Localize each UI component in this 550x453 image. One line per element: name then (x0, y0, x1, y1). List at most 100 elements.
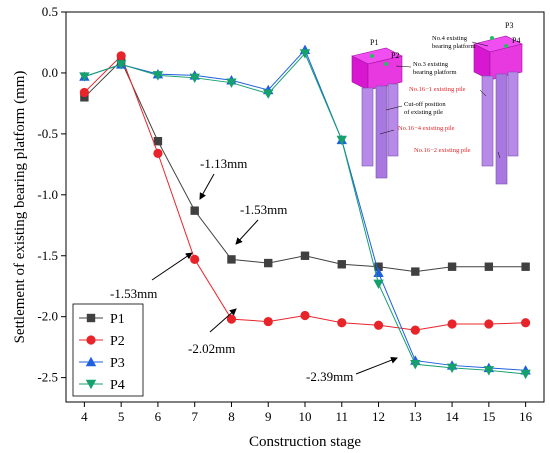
inset-p2-marker (384, 62, 388, 66)
inset-p3-marker (490, 36, 494, 40)
series-p1 (80, 56, 530, 276)
x-tick-label: 15 (482, 409, 495, 424)
left-piles (361, 83, 399, 179)
y-tick-label: -2.5 (37, 370, 58, 385)
inset-label-no3-line1: No.3 existing (413, 61, 449, 68)
inset-leader-lines (379, 41, 501, 159)
series-line-p4 (84, 52, 526, 375)
data-point-p1 (300, 251, 310, 260)
annotation-label: -1.13mm (200, 156, 247, 171)
inset-label-p3: P3 (505, 21, 513, 30)
annotation-arrow (151, 252, 193, 281)
x-tick-label: 6 (155, 409, 162, 424)
x-tick-label: 13 (409, 409, 422, 424)
series-p4 (79, 49, 531, 380)
x-tick-label: 8 (228, 409, 235, 424)
inset-label-cutoff-line1: Cut-off position (404, 101, 446, 108)
data-point-p2 (116, 51, 126, 61)
x-tick-label: 16 (519, 409, 533, 424)
y-tick-label: -0.5 (37, 126, 58, 141)
annotation-arrow (235, 219, 259, 245)
inset-label-p4: P4 (512, 36, 520, 45)
data-point-p1 (153, 136, 163, 146)
inset-label-pile-16-2: No.16−2 existing pile (414, 147, 471, 154)
inset-label-no3-line2: bearing platform (413, 69, 457, 76)
right-bearing-platform (473, 35, 523, 81)
data-point-p1 (521, 262, 530, 271)
annotation-arrow (209, 308, 237, 333)
data-point-p4 (263, 89, 274, 99)
data-point-p4 (189, 73, 200, 84)
inset-label-pile-16-1: No.16−1 existing pile (409, 86, 466, 93)
data-point-p4 (410, 360, 421, 370)
data-point-p4 (79, 72, 90, 82)
inset-label-pile-16-4: No.16−4 existing pile (398, 125, 455, 132)
x-axis-title: Construction stage (249, 434, 361, 450)
data-point-p2 (521, 318, 531, 328)
legend-box (72, 303, 144, 397)
legend: P1 P2 P3 P4 (72, 303, 144, 397)
inset-label-p2: P2 (391, 51, 399, 60)
data-point-p4 (299, 49, 311, 59)
data-point-p1 (484, 262, 494, 271)
inset-label-no4-line1: No.4 existing (432, 35, 468, 42)
x-tick-label: 11 (336, 409, 349, 424)
y-tick-label: -2.0 (37, 309, 58, 324)
data-point-p1 (190, 206, 199, 215)
y-axis-ticks: 0.5 0.0 -0.5 -1.0 -1.5 -2.0 -2.5 (37, 4, 66, 385)
left-bearing-platform (351, 47, 403, 91)
data-point-p2 (484, 319, 494, 329)
x-tick-label: 9 (265, 409, 272, 424)
legend-item-p2: P2 (79, 334, 125, 349)
data-point-p1 (374, 262, 383, 271)
y-tick-label: -1.5 (37, 248, 58, 263)
data-point-p4 (373, 279, 384, 289)
data-point-p4 (483, 366, 495, 376)
data-point-p2 (373, 320, 384, 330)
inset-p4-marker (504, 44, 508, 48)
data-point-p2 (226, 314, 237, 324)
x-tick-label: 7 (191, 409, 198, 424)
inset-label-p1: P1 (370, 38, 378, 47)
annotation-arrow (355, 356, 398, 375)
data-point-p4 (520, 369, 531, 380)
inset-label-cutoff-line2: of existing pile (404, 109, 443, 116)
data-point-p2 (410, 325, 420, 335)
data-point-p2 (190, 254, 200, 265)
legend-item-p4: P4 (79, 378, 125, 393)
x-axis-ticks: 4 5 6 7 8 9 10 11 12 13 14 15 16 (81, 402, 533, 424)
annotation-layer: -1.13mm -1.53mm -1.53mm -2.02mm -2.39mm (110, 156, 398, 384)
data-point-p4 (226, 78, 237, 88)
inset-label-no4-line2: bearing platform (432, 43, 476, 50)
x-tick-label: 14 (446, 409, 460, 424)
data-point-p4 (336, 135, 347, 146)
legend-item-p3: P3 (79, 356, 125, 371)
data-point-p1 (337, 260, 346, 269)
data-point-p2 (79, 87, 89, 98)
data-point-p4 (446, 363, 458, 374)
y-tick-label: -1.0 (37, 187, 58, 202)
series-line-p3 (84, 48, 526, 371)
y-tick-label: 0.0 (42, 65, 58, 80)
x-tick-label: 10 (299, 409, 312, 424)
data-point-p2 (300, 310, 310, 321)
data-point-p2 (263, 316, 273, 327)
legend-label: P2 (110, 334, 125, 349)
legend-swatch-marker (85, 356, 97, 367)
data-point-p1 (447, 262, 457, 271)
legend-label: P1 (110, 312, 125, 327)
annotation-label: -1.53mm (240, 202, 287, 217)
legend-swatch-marker (86, 313, 96, 323)
inset-p1-marker (370, 54, 374, 58)
annotation-label: -2.02mm (188, 341, 235, 356)
legend-swatch-marker (85, 379, 97, 390)
inset-model-illustration: P1 P2 P3 P4 No.4 existing bearing platfo… (351, 21, 523, 185)
data-point-p1 (80, 93, 89, 102)
data-point-p4 (152, 71, 164, 81)
x-tick-label: 4 (81, 409, 88, 424)
x-tick-label: 5 (118, 409, 125, 424)
right-piles (481, 71, 519, 185)
annotation-label: -2.39mm (306, 369, 353, 384)
annotation-label: -1.53mm (110, 286, 157, 301)
legend-label: P4 (110, 378, 125, 393)
